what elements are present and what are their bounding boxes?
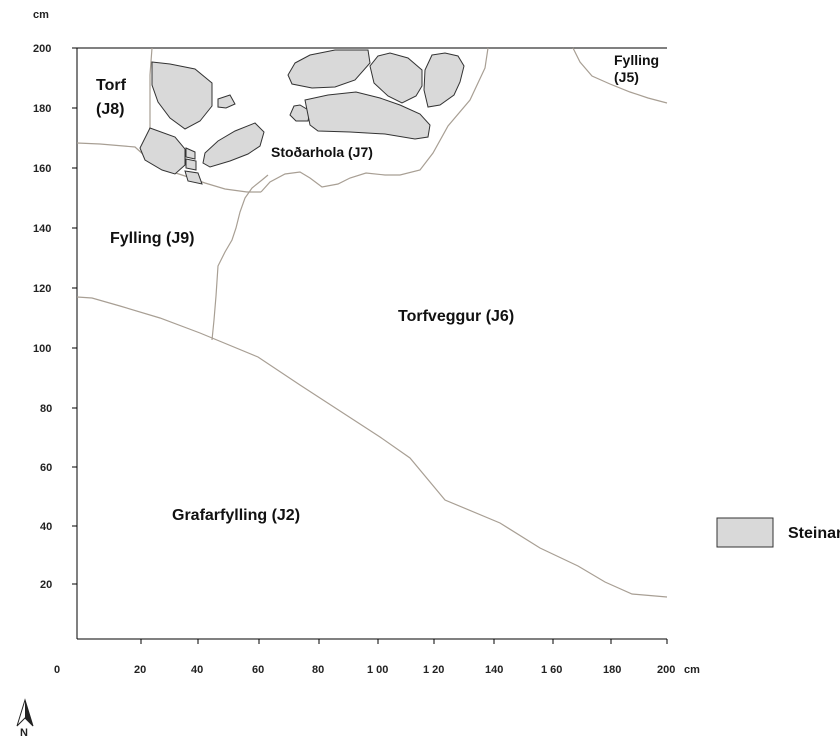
x-tick-label: 40 [191,664,203,676]
north-label: N [20,727,28,739]
north-arrow: N [16,698,34,739]
stone [184,170,203,185]
stone [185,147,196,160]
x-tick-label: 60 [252,664,264,676]
legend-swatch-steinar [716,517,774,548]
y-tick-label: 180 [33,103,51,115]
stone [304,91,431,140]
stone [217,94,236,109]
layer-boundaries [76,47,668,598]
stone [202,122,265,168]
boundary-j8-left [147,47,153,141]
y-tick-label: 100 [33,343,51,355]
x-tick-label: 140 [485,664,503,676]
origin-label: 0 [54,664,60,676]
boundary-j7-bottom [260,47,489,193]
region-label-fylling-j5-id: (J5) [614,69,639,85]
boundary-j2-top [76,296,668,598]
stones [139,49,465,185]
boundary-j5 [572,47,668,104]
x-tick-label: 1 00 [367,664,388,676]
x-tick-label: 180 [603,664,621,676]
stone [369,52,423,104]
region-label-torf: Torf [96,77,127,94]
legend: Steinar [716,517,840,548]
y-tick-label: 200 [33,43,51,55]
region-label-torf-id: (J8) [96,101,124,118]
stone [289,104,311,122]
y-tick-label: 80 [40,403,52,415]
stone [287,49,371,89]
stone [423,52,465,108]
region-label-torfveggur: Torfveggur (J6) [398,308,514,325]
y-ticks [72,47,77,585]
region-label-fylling-j5: Fylling [614,52,659,68]
y-tick-label: 140 [33,223,51,235]
stone [139,127,186,175]
y-axis-unit: cm [33,9,49,21]
x-tick-label: 1 20 [423,664,444,676]
y-tick-label: 20 [40,579,52,591]
legend-label-steinar: Steinar [788,525,840,542]
y-tick-label: 60 [40,462,52,474]
y-tick-label: 120 [33,283,51,295]
x-tick-label: 20 [134,664,146,676]
region-label-fylling-j9: Fylling (J9) [110,230,194,247]
x-tick-label: 80 [312,664,324,676]
stone [185,158,197,171]
region-label-grafarfylling: Grafarfylling (J2) [172,507,300,524]
boundary-j9-j6 [211,174,269,341]
stone [151,61,213,130]
x-axis-unit: cm [684,664,700,676]
y-tick-label: 160 [33,163,51,175]
x-tick-label: 200 [657,664,675,676]
x-ticks [140,639,668,644]
plot-frame [72,47,667,640]
x-tick-label: 1 60 [541,664,562,676]
region-label-stodarhola: Stoðarhola (J7) [271,144,373,160]
y-tick-label: 40 [40,521,52,533]
north-arrow-fill [25,700,33,726]
